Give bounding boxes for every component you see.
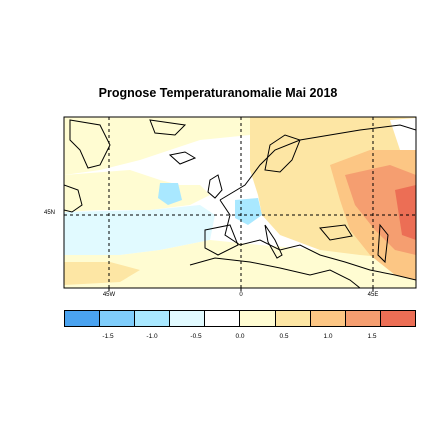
italy-coast [264, 224, 283, 259]
legend-tick: -1.0 [146, 333, 158, 340]
lon-label-45e: 45E [367, 292, 379, 298]
legend-swatch [134, 310, 171, 327]
africa-coast [189, 257, 361, 288]
legend-swatch [99, 310, 136, 327]
iberia-coast [204, 224, 239, 256]
legend-tick: 0.0 [235, 333, 245, 340]
scandinavia-coast [264, 134, 301, 173]
lat-label-45n: 45N [44, 210, 56, 216]
anomaly-light-yellow-north [64, 117, 250, 175]
legend-swatch [169, 310, 206, 327]
legend-swatch [344, 310, 381, 327]
british-isles-coast [207, 174, 223, 199]
anomaly-blue-europe [235, 198, 262, 225]
anomaly-dark-red-east [395, 185, 416, 240]
legend-swatch [64, 310, 101, 327]
legend-tick: 1.5 [367, 333, 377, 340]
black-sea-coast [319, 224, 353, 241]
lon-label-0: 0 [239, 292, 243, 298]
color-legend [64, 310, 416, 327]
lon-label-45w: 45W [102, 292, 116, 298]
anomaly-white-northeast [390, 118, 416, 150]
map-title: Prognose Temperaturanomalie Mai 2018 [98, 86, 338, 100]
arctic-islands-coast [149, 119, 187, 136]
legend-swatch [274, 310, 311, 327]
coastlines [64, 119, 416, 288]
legend-swatch [309, 310, 346, 327]
iceland-coast [168, 151, 197, 165]
legend-swatch [379, 310, 416, 327]
graticule [64, 117, 416, 288]
legend-swatch [239, 310, 276, 327]
anomaly-blue-atlantic-patch [158, 183, 182, 205]
anomaly-yellow-south-atlantic [64, 262, 140, 285]
legend-tick: -1.5 [102, 333, 114, 340]
anomaly-red-east [345, 165, 416, 255]
greenland-coast [69, 119, 111, 169]
legend-tick: -0.5 [190, 333, 202, 340]
legend-swatch [204, 310, 241, 327]
legend-tick: 0.5 [279, 333, 289, 340]
anomaly-light-blue-atlantic [64, 205, 215, 255]
anomaly-light-yellow-south [64, 240, 416, 288]
north-america-coast [64, 184, 83, 213]
map-area [64, 117, 416, 288]
caspian-coast [377, 223, 389, 264]
legend-tick: 1.0 [323, 333, 333, 340]
map-frame [63, 116, 417, 289]
